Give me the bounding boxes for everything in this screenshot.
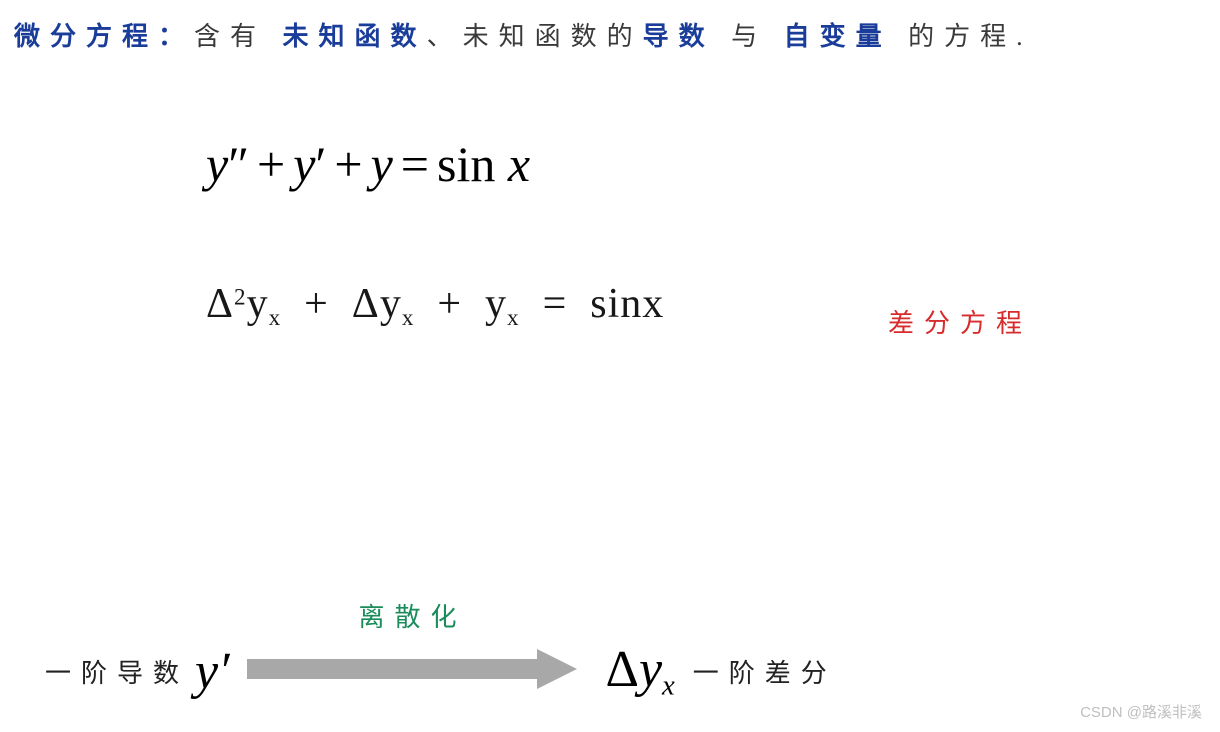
hw-sq: 2 — [234, 283, 247, 309]
text-has: 含有 — [194, 22, 266, 51]
text-equation-of: 的方程. — [908, 22, 1033, 51]
definition-line: 微分方程：含有 未知函数、未知函数的导数 与 自变量 的方程. — [14, 16, 1033, 53]
hw-x1: x — [269, 304, 282, 330]
hw-y2: y — [380, 281, 402, 327]
eq-sin: sin — [437, 136, 508, 192]
hw-eq: = — [543, 281, 568, 327]
eq-plus1: + — [249, 136, 293, 192]
eq-y2: y — [293, 136, 315, 192]
text-unknown-functions: 未知函数的 — [463, 22, 643, 51]
hw-plus2: + — [437, 281, 462, 327]
term-unknown-function: 未知函数 — [283, 22, 427, 51]
hw-x2: x — [402, 304, 415, 330]
eq-x: x — [508, 136, 530, 192]
sym-y: y — [639, 641, 662, 698]
differential-equation: y″+y′+y=sin x — [206, 135, 530, 193]
colon: ： — [158, 22, 194, 51]
separator: 、 — [427, 22, 463, 51]
label-first-derivative: 一阶导数 — [45, 653, 189, 690]
hw-y1: y — [247, 281, 269, 327]
term-differential-equation: 微分方程 — [14, 22, 158, 51]
hw-xr: x — [642, 281, 664, 327]
symbol-delta-y-x: Δyx — [605, 640, 674, 703]
arrow-discretize: 离散化 — [247, 641, 577, 701]
sym-x: x — [662, 671, 675, 702]
eq-plus2: + — [326, 136, 370, 192]
term-derivative: 导数 — [643, 22, 715, 51]
label-difference-equation: 差分方程 — [888, 303, 1032, 340]
hw-plus1: + — [304, 281, 329, 327]
term-independent-variable: 自变量 — [784, 22, 892, 51]
discretization-row: 一阶导数 y′ 离散化 Δyx 一阶差分 — [45, 640, 837, 703]
label-discretize: 离散化 — [247, 597, 577, 634]
watermark: CSDN @路溪非溪 — [1080, 701, 1202, 722]
label-first-difference: 一阶差分 — [693, 653, 837, 690]
eq-y1: y — [206, 136, 228, 192]
sym-delta: Δ — [605, 641, 638, 698]
arrow-icon — [247, 647, 577, 691]
hw-delta2: Δ — [352, 281, 380, 327]
eq-double-prime: ″ — [228, 136, 249, 192]
eq-equals: = — [393, 136, 437, 192]
difference-equation-handwritten: Δ2yx + Δyx + yx = sinx — [206, 280, 664, 331]
symbol-y-prime: y′ — [195, 642, 229, 701]
hw-y3: y — [485, 281, 507, 327]
hw-sin: sin — [590, 281, 642, 327]
hw-x3: x — [507, 304, 520, 330]
hw-delta1: Δ — [206, 281, 234, 327]
eq-prime: ′ — [315, 136, 326, 192]
eq-y3: y — [371, 136, 393, 192]
text-and: 与 — [731, 22, 767, 51]
